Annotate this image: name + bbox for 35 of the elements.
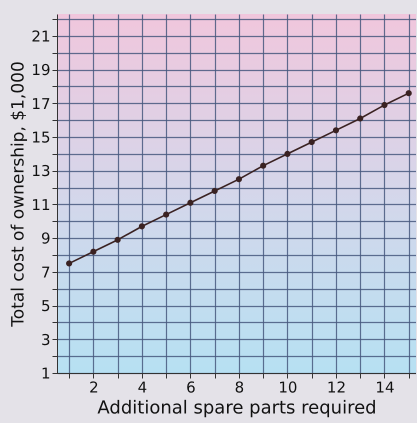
y-tick-label: 1 <box>40 364 50 382</box>
y-tick-label: 9 <box>40 230 50 248</box>
x-tick-label: 2 <box>89 378 99 396</box>
x-tick-label: 14 <box>375 378 395 396</box>
y-tick-label: 15 <box>31 128 50 147</box>
point <box>114 236 121 243</box>
point <box>163 211 170 218</box>
y-tick-label: 7 <box>40 263 50 282</box>
y-tick-label: 13 <box>31 162 50 180</box>
point <box>406 90 412 96</box>
point <box>332 127 340 134</box>
y-tick-label: 21 <box>31 27 50 46</box>
point <box>381 102 388 108</box>
y-axis-title: Total cost of ownership, $1,000 <box>8 61 28 328</box>
point <box>187 200 194 206</box>
x-tick-label: 6 <box>186 378 196 396</box>
x-tick-label: 12 <box>326 378 346 396</box>
x-axis-title: Additional spare parts required <box>97 398 377 418</box>
point <box>284 150 291 157</box>
point <box>138 223 145 230</box>
point <box>357 115 364 122</box>
y-tick-label: 17 <box>31 94 50 113</box>
point <box>66 260 72 267</box>
y-tick-label: 3 <box>40 330 50 349</box>
point <box>236 176 242 182</box>
point <box>90 248 96 255</box>
y-tick-label: 19 <box>31 61 50 80</box>
x-tick-label: 8 <box>234 378 244 396</box>
y-tick-label: 11 <box>31 196 50 214</box>
point <box>260 162 266 169</box>
point <box>212 188 218 194</box>
y-tick-label: 5 <box>40 297 50 316</box>
x-tick-label: 10 <box>278 378 298 396</box>
x-tick-label: 4 <box>138 378 148 396</box>
point <box>308 139 315 146</box>
